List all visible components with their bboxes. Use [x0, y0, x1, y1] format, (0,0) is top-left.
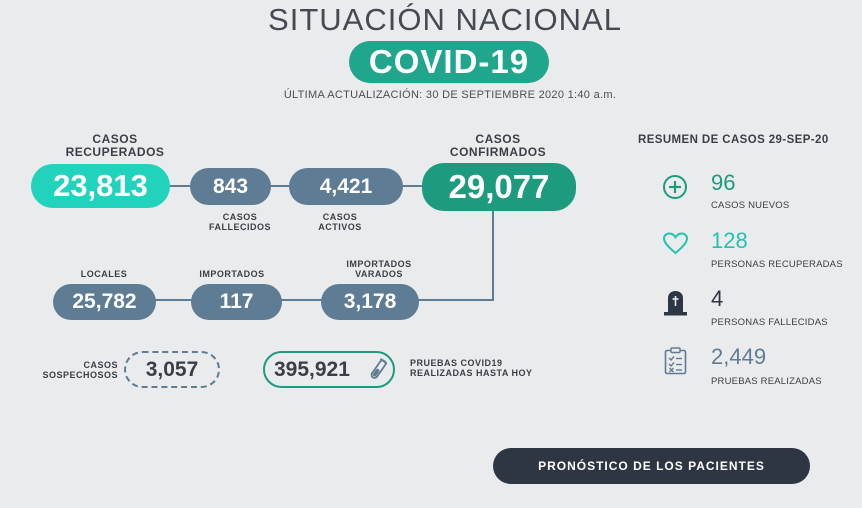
heart-icon	[662, 231, 689, 261]
recuperados-label-line1: CASOS	[92, 132, 138, 146]
sospechosos-label-line1: CASOS	[83, 360, 118, 370]
locales-value: 25,782	[53, 284, 156, 320]
importados-value: 117	[191, 284, 282, 320]
pruebas-label: PRUEBAS COVID19 REALIZADAS HASTA HOY	[410, 358, 560, 378]
summary-value-pruebas: 2,449	[711, 344, 767, 369]
fallecidos-label-line1: CASOS	[222, 212, 258, 222]
page-title: SITUACIÓN NACIONAL	[268, 2, 622, 37]
summary-caption-fallecidas: PERSONAS FALLECIDAS	[711, 317, 828, 328]
connector-line	[492, 208, 494, 300]
pruebas-label-line2: REALIZADAS HASTA HOY	[410, 368, 533, 378]
summary-title: RESUMEN DE CASOS 29-SEP-20	[638, 134, 829, 146]
activos-label-line2: ACTIVOS	[318, 222, 362, 232]
summary-value-casos-nuevos: 96	[711, 170, 736, 195]
summary-value-fallecidas: 4	[711, 286, 724, 311]
summary-caption-recuperadas: PERSONAS RECUPERADAS	[711, 259, 843, 270]
sospechosos-value: 3,057	[124, 351, 220, 388]
pruebas-value: 395,921	[274, 358, 350, 381]
varados-value: 3,178	[321, 284, 419, 320]
sospechosos-label-line2: SOSPECHOSOS	[42, 370, 118, 380]
locales-label: LOCALES	[80, 269, 128, 279]
summary-caption-casos-nuevos: CASOS NUEVOS	[711, 200, 790, 211]
varados-label-line2: VARADOS	[355, 269, 403, 279]
test-tube-icon	[369, 358, 389, 387]
recuperados-label: CASOS RECUPERADOS	[30, 133, 200, 159]
confirmados-label-line2: CONFIRMADOS	[449, 145, 547, 159]
last-updated: ÚLTIMA ACTUALIZACIÓN: 30 DE SEPTIEMBRE 2…	[283, 89, 617, 101]
pruebas-label-line1: PRUEBAS COVID19	[410, 358, 503, 368]
sospechosos-label: CASOS SOSPECHOSOS	[28, 360, 118, 380]
summary-value-recuperadas: 128	[711, 228, 748, 253]
summary-caption-pruebas: PRUEBAS REALIZADAS	[711, 376, 822, 387]
fallecidos-value: 843	[190, 168, 271, 205]
patient-prognosis-button[interactable]: PRONÓSTICO DE LOS PACIENTES	[493, 448, 810, 484]
recuperados-value: 23,813	[31, 164, 170, 208]
connector-line	[140, 299, 494, 301]
pruebas-value-pill: 395,921	[263, 351, 395, 388]
fallecidos-label-line2: FALLECIDOS	[208, 222, 271, 232]
activos-label-line1: CASOS	[322, 212, 358, 222]
importados-label: IMPORTADOS	[199, 269, 265, 279]
activos-label: CASOS ACTIVOS	[300, 212, 380, 232]
clipboard-icon	[664, 347, 687, 380]
activos-value: 4,421	[289, 168, 403, 205]
recuperados-label-line2: RECUPERADOS	[65, 145, 165, 159]
fallecidos-label: CASOS FALLECIDOS	[190, 212, 290, 232]
varados-label-line1: IMPORTADOS	[346, 259, 412, 269]
tombstone-icon	[663, 289, 688, 322]
plus-circle-icon	[662, 174, 688, 205]
covid-badge: COVID-19	[349, 41, 549, 83]
varados-label: IMPORTADOS VARADOS	[334, 259, 424, 279]
confirmados-value: 29,077	[422, 163, 576, 211]
confirmados-label: CASOS CONFIRMADOS	[423, 133, 573, 159]
confirmados-label-line1: CASOS	[475, 132, 521, 146]
